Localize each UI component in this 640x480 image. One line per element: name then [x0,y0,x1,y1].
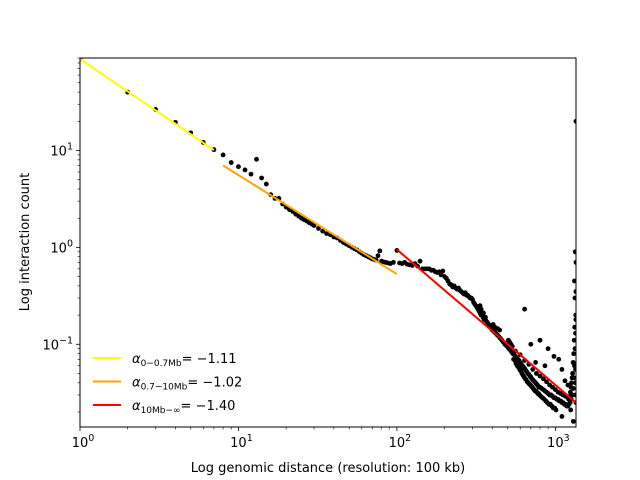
data-point [569,380,574,386]
data-point [571,351,576,357]
data-point [572,249,576,255]
data-point [568,384,574,390]
legend-label: α0.7−10Mb= −1.02 [132,376,242,393]
data-point [573,259,576,265]
data-point [573,317,576,322]
data-point [573,118,576,124]
fit-lines [80,58,576,404]
data-point [572,380,576,386]
data-point [263,181,269,187]
data-point [572,278,576,284]
data-point [556,356,562,362]
x-tick-label: 100 [72,433,95,451]
x-tick-label: 102 [389,433,412,451]
data-point [569,375,575,381]
x-axis-ticks: 100 101 102 103 [72,427,570,451]
data-point [417,258,423,264]
legend-label: α10Mb−∞= −1.40 [132,399,235,416]
data-point [481,310,486,316]
data-point [573,363,576,369]
data-point [377,248,383,254]
data-point [324,231,329,236]
data-point [571,337,576,343]
data-point [573,392,576,398]
fit-line-0 [80,58,215,151]
data-point [570,359,576,365]
data-point [572,295,576,301]
data-point [311,223,317,228]
data-point [522,306,528,312]
data-point [570,371,575,376]
data-point [534,371,539,376]
data-point [573,312,576,318]
data-point [571,418,576,424]
x-axis-label: Log genomic distance (resolution: 100 kb… [191,461,466,476]
x-tick-label: 103 [547,433,570,451]
data-point [228,160,234,165]
data-point [242,167,248,173]
plot-area [80,58,576,427]
data-point [559,367,565,372]
data-point [478,306,484,312]
data-point [559,414,565,419]
data-point [390,259,396,265]
data-point [530,367,536,372]
y-tick-label: 100 [50,238,73,256]
x-tick-label: 101 [230,433,253,451]
data-point [254,156,259,162]
data-point [545,346,551,352]
legend: α0−0.7Mb= −1.11 α0.7−10Mb= −1.02 α10Mb−∞= … [93,352,242,416]
data-point [562,378,568,384]
data-point [236,164,241,170]
data-point [572,324,576,330]
data-point [542,363,548,369]
data-point [248,171,254,177]
data-point [573,330,576,336]
fit-line-1 [222,164,398,275]
data-point [537,337,543,343]
data-point [220,152,226,158]
y-tick-label: 10−1 [42,335,73,353]
y-axis-label: Log interaction count [18,173,33,311]
data-point [544,379,549,385]
data-point [440,268,446,274]
data-point [375,253,381,259]
fit-line-2 [396,248,576,404]
data-point [573,289,576,294]
data-point [497,327,503,333]
y-axis-ticks: 10−1 100 101 [42,57,80,413]
data-point [316,225,321,231]
data-point [568,389,573,395]
data-point [483,314,488,320]
legend-label: α0−0.7Mb= −1.11 [132,352,237,369]
data-point [573,367,576,372]
data-point [551,353,557,359]
data-point [537,373,543,379]
data-point [540,376,546,382]
data-point [572,346,576,352]
data-point [533,359,538,365]
data-point [568,407,574,413]
data-point [259,175,264,181]
data-point [528,341,534,347]
plot-frame [79,57,577,428]
data-point [553,407,559,413]
y-tick-label: 101 [50,141,73,159]
data-point [320,228,326,234]
scatter-points [80,58,576,424]
